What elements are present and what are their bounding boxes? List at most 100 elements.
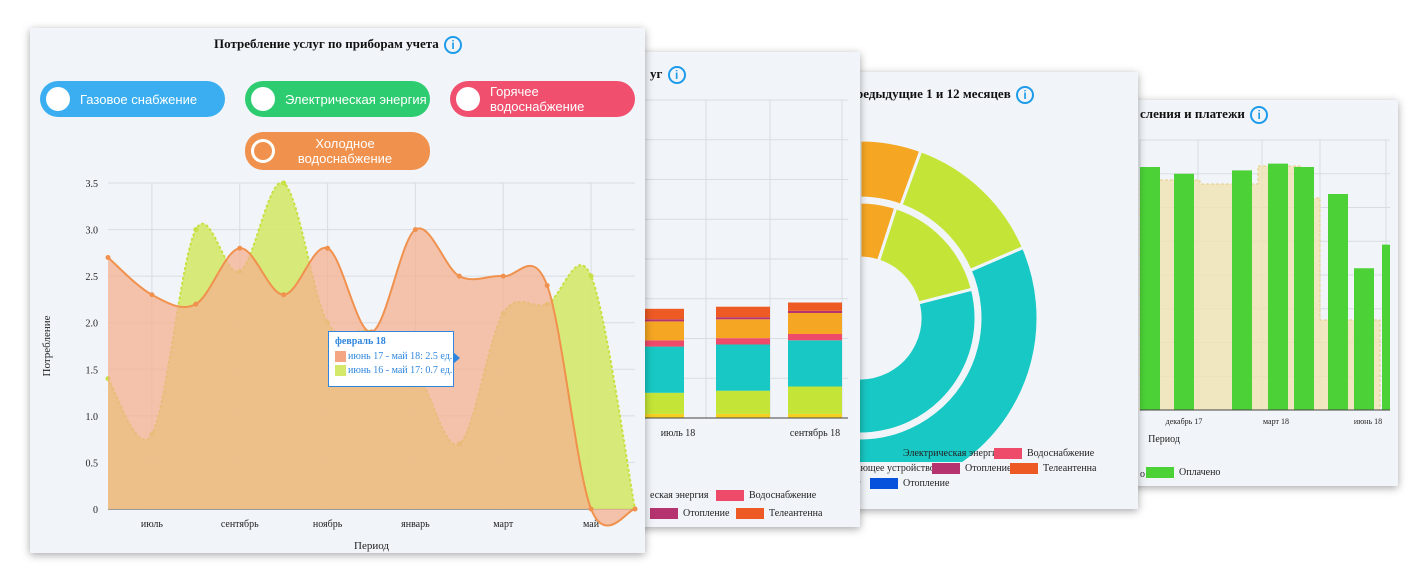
- bar-segment: [716, 413, 770, 418]
- legend-item-partial[interactable]: о: [1140, 469, 1145, 480]
- bar-segment: [716, 317, 770, 320]
- donut-card: редыдущие 1 и 12 месяцев i еЭлектрическа…: [826, 72, 1138, 509]
- legend-item[interactable]: Отопление: [870, 478, 949, 489]
- legend-item-tv[interactable]: Телеантенна: [736, 508, 822, 519]
- legend-swatch: [736, 508, 764, 519]
- stacked-bar-chart: июль 18 сентябрь 18: [630, 99, 848, 439]
- bar-segment: [788, 313, 842, 334]
- card-title-text: редыдущие 1 и 12 месяцев: [856, 86, 1011, 101]
- legend-swatch: [932, 463, 960, 474]
- legend-label: Оплачено: [1179, 467, 1221, 478]
- legend-label: Электрическая энергия: [903, 448, 1003, 459]
- data-point: [237, 245, 243, 251]
- info-icon[interactable]: i: [444, 36, 463, 55]
- tooltip-row: июнь 16 - май 17: 0.7 ед.: [335, 363, 453, 377]
- legend-item[interactable]: Водоснабжение: [994, 448, 1094, 459]
- bar-segment: [630, 319, 684, 322]
- toggle-label: Холодное водоснабжение: [297, 136, 393, 166]
- bar: [1268, 163, 1288, 410]
- gas-supply-toggle[interactable]: Газовое снабжение: [40, 81, 225, 117]
- legend-item-paid[interactable]: Оплачено: [1146, 467, 1220, 478]
- data-point: [632, 506, 638, 512]
- legend-item-water[interactable]: Водоснабжение: [716, 490, 816, 501]
- card-title: редыдущие 1 и 12 месяцев i: [856, 86, 1034, 105]
- tooltip-title: февраль 18: [335, 336, 386, 347]
- legend-item-heating[interactable]: Отопление: [650, 508, 729, 519]
- toggle-label: Горячее водоснабжение: [490, 84, 585, 114]
- bar-segment: [716, 306, 770, 318]
- x-tick-label: ноябрь: [313, 519, 343, 530]
- bar-segment: [716, 344, 770, 391]
- bar-segment: [788, 413, 842, 418]
- data-point: [588, 506, 594, 512]
- electricity-toggle[interactable]: Электрическая энергия: [245, 81, 430, 117]
- tooltip-swatch: [335, 364, 346, 376]
- bar-segment: [788, 310, 842, 313]
- tooltip-row: июнь 17 - май 18: 2.5 ед.: [335, 349, 453, 363]
- bar: [1354, 268, 1374, 410]
- stacked-bar-card: уг i июль 18 сентябрь 18 еская энергия Во…: [620, 52, 860, 527]
- legend-item[interactable]: Отопление: [932, 463, 1011, 474]
- bar-segment: [716, 390, 770, 414]
- bar-segment: [716, 338, 770, 345]
- legend-item[interactable]: Телеантенна: [1010, 463, 1096, 474]
- info-icon[interactable]: i: [1250, 106, 1269, 125]
- bar: [1328, 194, 1348, 410]
- legend-label: Водоснабжение: [749, 490, 817, 501]
- hot-water-toggle[interactable]: Горячее водоснабжение: [450, 81, 635, 117]
- legend-swatch: [1010, 463, 1038, 474]
- bar: [1294, 167, 1314, 410]
- bar-segment: [788, 340, 842, 387]
- legend-swatch: [994, 448, 1022, 459]
- legend-label: ающее устройство: [856, 463, 935, 474]
- y-tick-label: 3.5: [86, 179, 99, 190]
- info-icon[interactable]: i: [1015, 86, 1034, 105]
- donut-slice: [826, 287, 978, 436]
- x-tick-label: сентябрь: [221, 519, 259, 530]
- y-tick-label: 2.0: [86, 319, 99, 330]
- toggle-ring-icon: [251, 139, 275, 163]
- y-tick-label: 3.0: [86, 226, 99, 237]
- legend-item[interactable]: Электрическая энергия: [870, 448, 1002, 459]
- x-tick-label: июнь 18: [1354, 417, 1382, 426]
- legend-swatch: [650, 508, 678, 519]
- x-axis-label: Период: [354, 540, 389, 552]
- toggle-dot-icon: [46, 87, 70, 111]
- legend-item-electricity-partial[interactable]: еская энергия: [650, 490, 709, 501]
- y-tick-label: 2.5: [86, 272, 99, 283]
- data-point: [281, 180, 287, 186]
- y-tick-label: 1.0: [86, 412, 99, 423]
- data-point: [193, 227, 199, 233]
- data-point: [456, 273, 462, 279]
- bar-segment: [788, 334, 842, 341]
- legend-label: Отопление: [965, 463, 1012, 474]
- legend-item[interactable]: ающее устройство: [856, 463, 935, 474]
- legend-label: Телеантенна: [1043, 463, 1097, 474]
- toggle-label: Газовое снабжение: [80, 91, 198, 107]
- bar: [1174, 173, 1194, 410]
- toggle-label: Электрическая энергия: [285, 91, 427, 107]
- legend-label: о: [1140, 469, 1145, 480]
- info-icon[interactable]: i: [667, 66, 686, 85]
- chart-tooltip: февраль 18 июнь 17 - май 18: 2.5 ед. июн…: [328, 331, 460, 387]
- card-title-text: сления и платежи: [1140, 106, 1245, 121]
- x-tick-label: сентябрь 18: [790, 428, 840, 439]
- data-point: [105, 255, 111, 261]
- series-line: [107, 227, 636, 527]
- data-point: [149, 292, 155, 298]
- data-point: [193, 301, 199, 307]
- legend-swatch: [1146, 467, 1174, 478]
- toggle-dot-icon: [251, 87, 275, 111]
- legend-label: Телеантенна: [769, 508, 823, 519]
- data-point: [500, 273, 506, 279]
- x-tick-label: июль: [141, 519, 164, 530]
- charges-payments-chart: декабрь 17 март 18 июнь 18 Период: [1139, 139, 1390, 445]
- bar: [1382, 244, 1390, 410]
- bar-segment: [788, 302, 842, 311]
- tooltip-pointer: [453, 352, 460, 364]
- x-tick-label: январь: [401, 519, 430, 530]
- bar-segment: [630, 308, 684, 320]
- card-title: уг i: [650, 66, 686, 85]
- cold-water-toggle[interactable]: Холодное водоснабжение: [245, 132, 430, 170]
- y-tick-label: 1.5: [86, 365, 99, 376]
